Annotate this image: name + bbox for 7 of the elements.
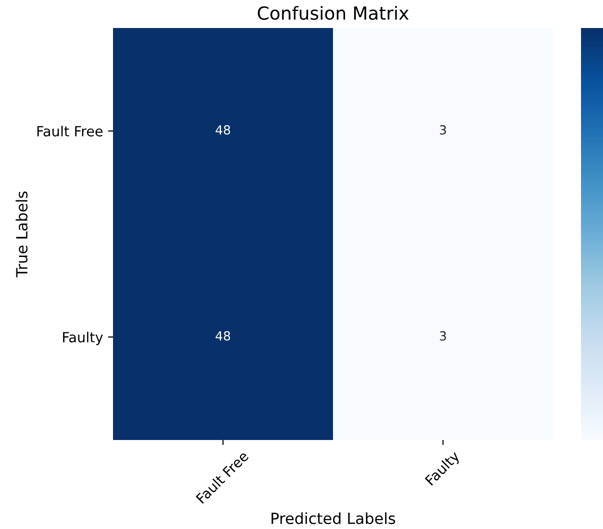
chart-title: Confusion Matrix xyxy=(258,6,409,20)
data-label: 48 xyxy=(216,331,230,341)
data-label: 48 xyxy=(216,125,230,135)
y-axis-title: True Labels xyxy=(16,192,28,278)
data-label: 3 xyxy=(440,331,446,341)
data-label: 3 xyxy=(440,125,446,135)
x-axis-title: Predicted Labels xyxy=(272,512,396,524)
